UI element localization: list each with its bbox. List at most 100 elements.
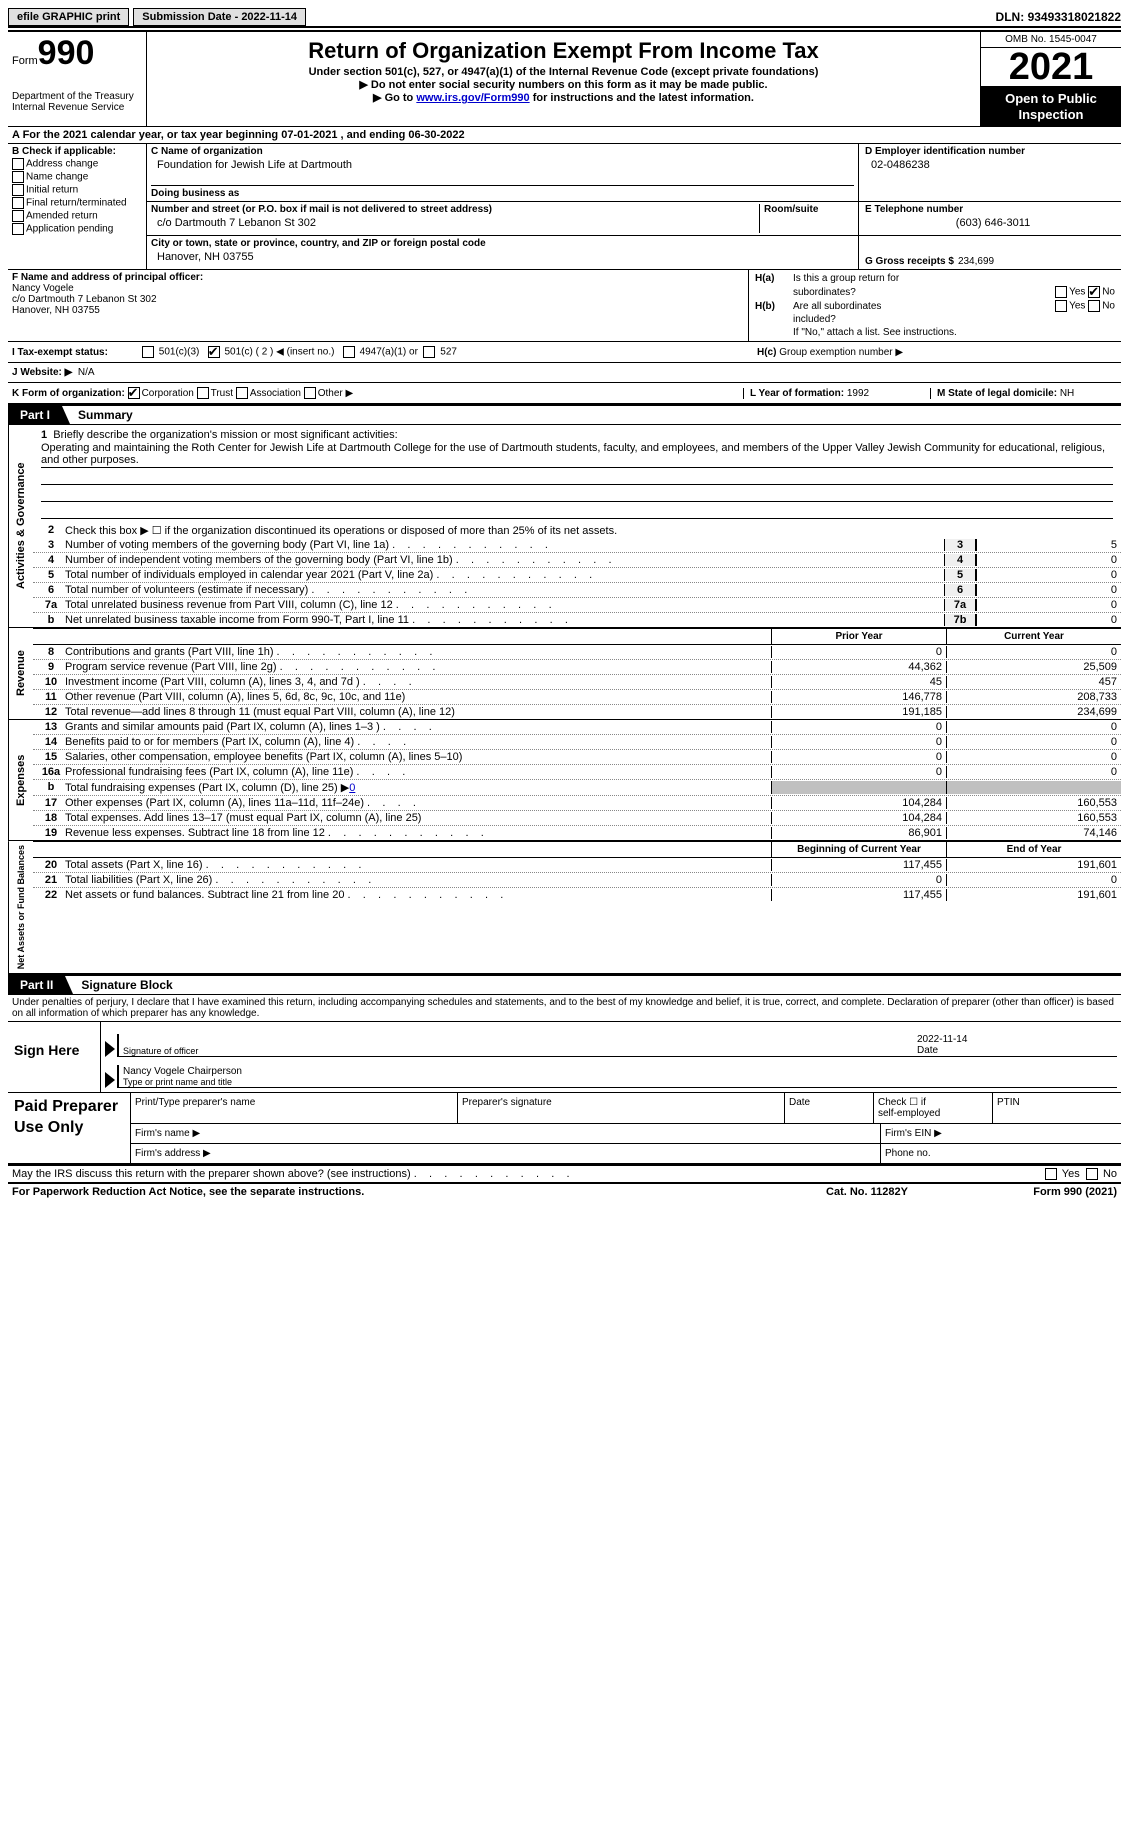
col-cde: C Name of organization Foundation for Je… — [147, 144, 1121, 269]
form-num: 990 — [38, 34, 95, 72]
officer-label: F Name and address of principal officer: — [12, 272, 744, 283]
part2-title: Signature Block — [73, 978, 172, 992]
entity-info-grid: B Check if applicable: Address change Na… — [8, 143, 1121, 269]
section-a-mid: , and ending — [337, 129, 408, 141]
line2-text: Check this box ▶ ☐ if the organization d… — [65, 524, 1121, 537]
cb-4947[interactable] — [343, 346, 355, 358]
ssn-warning: ▶ Do not enter social security numbers o… — [151, 78, 976, 91]
mission-text: Operating and maintaining the Roth Cente… — [41, 441, 1113, 468]
expenses-vert-label: Expenses — [8, 720, 33, 840]
gross-label: G Gross receipts $ — [865, 256, 954, 267]
hb-no-cb[interactable] — [1088, 300, 1100, 312]
part1-header: Part I Summary — [8, 405, 1121, 425]
cb-amended-return[interactable]: Amended return — [12, 210, 142, 222]
tax-year: 2021 — [981, 48, 1121, 87]
officer-block: F Name and address of principal officer:… — [8, 270, 749, 341]
hb-no: No — [1102, 301, 1115, 312]
footer-final: For Paperwork Reduction Act Notice, see … — [8, 1182, 1121, 1200]
cb-initial-return[interactable]: Initial return — [12, 184, 142, 196]
cb-final-return[interactable]: Final return/terminated — [12, 197, 142, 209]
line6-text: Total number of volunteers (estimate if … — [65, 584, 944, 596]
cb-label-5: Application pending — [26, 224, 113, 235]
cb-corp[interactable] — [128, 387, 140, 399]
line22-begin: 117,455 — [771, 889, 946, 901]
irs-link[interactable]: www.irs.gov/Form990 — [416, 92, 529, 104]
irs-label: Internal Revenue Service — [12, 102, 142, 113]
goto-pre: ▶ Go to — [373, 92, 416, 104]
line15-text: Salaries, other compensation, employee b… — [65, 751, 771, 763]
name-caption: Type or print name and title — [123, 1077, 1117, 1087]
line16b-link[interactable]: 0 — [349, 782, 355, 794]
line7a-text: Total unrelated business revenue from Pa… — [65, 599, 944, 611]
dba-label: Doing business as — [151, 185, 854, 199]
form-header: Form990 Department of the Treasury Inter… — [8, 30, 1121, 126]
header-mid: Return of Organization Exempt From Incom… — [147, 32, 981, 126]
discuss-no-cb[interactable] — [1086, 1168, 1098, 1180]
city-label: City or town, state or province, country… — [151, 238, 854, 249]
prep-ptin-label: PTIN — [993, 1093, 1121, 1123]
cb-label-0: Address change — [26, 159, 98, 170]
firm-phone-label: Phone no. — [881, 1144, 1121, 1163]
part2-header: Part II Signature Block — [8, 975, 1121, 995]
room-label: Room/suite — [764, 204, 854, 215]
cb-527[interactable] — [423, 346, 435, 358]
cb-501c[interactable] — [208, 346, 220, 358]
hc-label: H(c) — [757, 347, 776, 358]
part1-tab: Part I — [8, 406, 62, 424]
hb-text2: included? — [793, 314, 1115, 325]
hb-opts: Yes No — [1055, 300, 1115, 312]
hdr-begin: Beginning of Current Year — [772, 842, 947, 857]
year-formation-label: L Year of formation: — [750, 388, 844, 399]
line22-text: Net assets or fund balances. Subtract li… — [65, 889, 771, 901]
cb-trust[interactable] — [197, 387, 209, 399]
submission-date-button[interactable]: Submission Date - 2022-11-14 — [133, 8, 306, 26]
row-k: K Form of organization: Corporation Trus… — [8, 382, 1121, 405]
sig-arrow-icon-2 — [105, 1072, 115, 1088]
cb-name-change[interactable]: Name change — [12, 171, 142, 183]
line21-text: Total liabilities (Part X, line 26) — [65, 874, 771, 886]
line14-curr: 0 — [946, 736, 1121, 748]
line9-text: Program service revenue (Part VIII, line… — [65, 661, 771, 673]
cb-address-change[interactable]: Address change — [12, 158, 142, 170]
tax-year-begin: 07-01-2021 — [281, 129, 337, 141]
hc-text: Group exemption number ▶ — [779, 347, 903, 358]
sig-arrow-icon — [105, 1041, 115, 1057]
paid-preparer-label: Paid Preparer Use Only — [8, 1093, 131, 1163]
paid-preparer-area: Paid Preparer Use Only Print/Type prepar… — [8, 1093, 1121, 1165]
tax-year-end: 06-30-2022 — [408, 129, 464, 141]
cb-other[interactable] — [304, 387, 316, 399]
cb-label-1: Name change — [26, 172, 88, 183]
line16a-text: Professional fundraising fees (Part IX, … — [65, 766, 771, 778]
officer-signature-field[interactable]: Signature of officer — [117, 1034, 913, 1057]
efile-button[interactable]: efile GRAPHIC print — [8, 8, 129, 26]
prior-current-header: Prior Year Current Year — [33, 628, 1121, 645]
cb-501c3[interactable] — [142, 346, 154, 358]
ha-yes-cb[interactable] — [1055, 286, 1067, 298]
section-a: A For the 2021 calendar year, or tax yea… — [8, 126, 1121, 143]
begin-end-header: Beginning of Current Year End of Year — [33, 841, 1121, 858]
hb-yes: Yes — [1069, 301, 1085, 312]
line19-prior: 86,901 — [771, 827, 946, 839]
top-bar: efile GRAPHIC print Submission Date - 20… — [8, 8, 1121, 28]
ha-no-cb[interactable] — [1088, 286, 1100, 298]
line13-prior: 0 — [771, 721, 946, 733]
expenses-section: Expenses 13Grants and similar amounts pa… — [8, 720, 1121, 841]
sig-date-caption: Date — [917, 1045, 1117, 1056]
line10-prior: 45 — [771, 676, 946, 688]
line21-begin: 0 — [771, 874, 946, 886]
discuss-yes-cb[interactable] — [1045, 1168, 1057, 1180]
sign-here-label: Sign Here — [8, 1022, 101, 1092]
form-subtitle: Under section 501(c), 527, or 4947(a)(1)… — [151, 66, 976, 78]
cb-assoc[interactable] — [236, 387, 248, 399]
opt-501c3: 501(c)(3) — [159, 347, 200, 358]
row-i: I Tax-exempt status: 501(c)(3) 501(c) ( … — [8, 341, 1121, 362]
cb-application-pending[interactable]: Application pending — [12, 223, 142, 235]
sign-here-area: Sign Here Signature of officer 2022-11-1… — [8, 1021, 1121, 1093]
penalties-text: Under penalties of perjury, I declare th… — [8, 995, 1121, 1021]
prep-name-label: Print/Type preparer's name — [131, 1093, 458, 1123]
line16a-prior: 0 — [771, 766, 946, 778]
line8-prior: 0 — [771, 646, 946, 658]
officer-name-field[interactable]: Nancy Vogele Chairperson Type or print n… — [117, 1065, 1117, 1088]
line14-text: Benefits paid to or for members (Part IX… — [65, 736, 771, 748]
hb-yes-cb[interactable] — [1055, 300, 1067, 312]
